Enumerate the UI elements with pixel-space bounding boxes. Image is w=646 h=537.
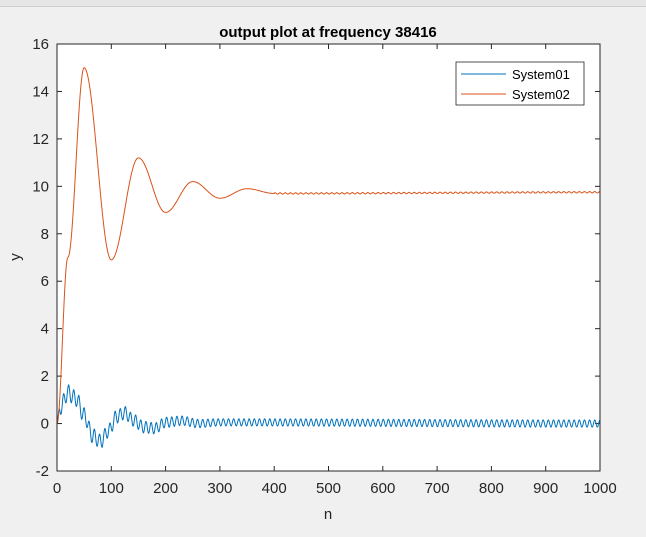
axes-box [56, 43, 601, 472]
x-axis-label: n [324, 506, 332, 523]
y-tick-label: 14 [32, 83, 49, 100]
legend-box [455, 61, 585, 106]
x-tick-label: 700 [425, 480, 450, 497]
legend-label-system01: System01 [512, 67, 570, 82]
x-tick-label: 500 [316, 480, 341, 497]
legend-label-system02: System02 [512, 87, 570, 102]
legend: System01 System02 [455, 61, 585, 106]
x-tick-label: 800 [479, 480, 504, 497]
y-tick-label: 0 [41, 416, 49, 433]
y-tick-label: 4 [41, 321, 49, 338]
x-axis-ticks: 0 100 200 300 400 500 600 700 800 900 1000 [53, 44, 617, 497]
y-tick-label: 12 [32, 131, 49, 148]
y-axis-ticks: -2 0 2 4 6 8 10 12 14 16 [32, 36, 600, 480]
x-tick-label: 1000 [583, 480, 616, 497]
y-tick-label: 10 [32, 178, 49, 195]
x-tick-label: 900 [533, 480, 558, 497]
axes-background [57, 44, 600, 471]
series-line-system02 [56, 67, 601, 424]
x-tick-label: 400 [262, 480, 287, 497]
x-tick-label: 300 [207, 480, 232, 497]
y-axis-label: y [7, 253, 24, 261]
chart-title: output plot at frequency 38416 [219, 24, 437, 41]
series-layer [56, 67, 601, 449]
x-tick-label: 0 [53, 480, 61, 497]
x-tick-label: 200 [153, 480, 178, 497]
x-tick-label: 100 [99, 480, 124, 497]
x-tick-label: 600 [370, 480, 395, 497]
y-tick-label: 2 [41, 368, 49, 385]
y-tick-label: 16 [32, 36, 49, 53]
y-tick-label: -2 [36, 463, 49, 480]
y-tick-label: 8 [41, 226, 49, 243]
figure-toolbar-strip [0, 0, 646, 7]
y-tick-label: 6 [41, 273, 49, 290]
series-line-system01 [56, 384, 601, 449]
